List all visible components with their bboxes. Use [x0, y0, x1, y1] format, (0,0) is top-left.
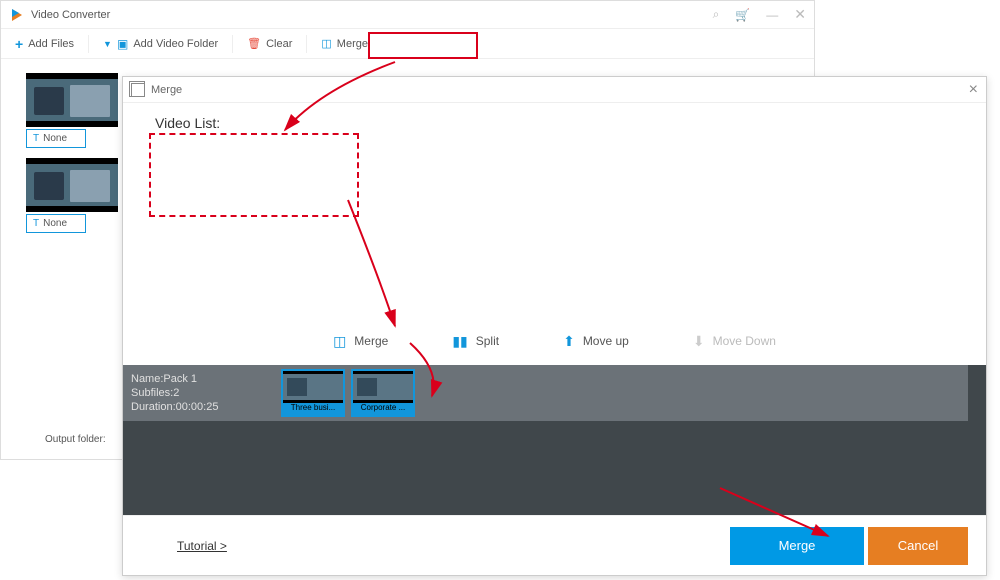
pack-thumb-2[interactable]: Corporate ...: [351, 369, 415, 417]
folder-icon: ▣: [117, 37, 128, 51]
merge-bottom-bar: Tutorial > Merge Cancel: [123, 515, 986, 575]
pack-thumb-image: [283, 371, 343, 403]
window-controls: ⌕ 🛒 — ✕: [713, 6, 806, 23]
main-titlebar: Video Converter ⌕ 🛒 — ✕: [1, 1, 814, 29]
action-merge[interactable]: ◫ Merge: [333, 333, 388, 350]
action-split-label: Split: [476, 334, 499, 348]
app-logo-icon: [9, 7, 25, 23]
split-action-icon: ▮▮: [452, 333, 467, 350]
merge-action-icon: ◫: [333, 333, 346, 350]
tutorial-link[interactable]: Tutorial >: [177, 539, 227, 553]
add-files-label: Add Files: [28, 38, 74, 50]
merge-titlebar: Merge ×: [123, 77, 986, 103]
app-title: Video Converter: [31, 9, 713, 21]
movedown-icon: ⬇: [693, 333, 705, 350]
video-thumb-2[interactable]: T None: [26, 158, 118, 233]
merge-close-icon[interactable]: ×: [969, 81, 978, 99]
clear-button[interactable]: 🗑 Clear: [233, 29, 306, 58]
pack-row[interactable]: Name:Pack 1 Subfiles:2 Duration:00:00:25…: [123, 365, 968, 421]
merge-action-row: ◫ Merge ▮▮ Split ⬆ Move up ⬇ Move Down: [123, 325, 986, 357]
pack-thumbs: Three busi... Corporate ...: [281, 369, 415, 417]
annotation-drop-zone: [149, 133, 359, 217]
trash-icon: 🗑: [247, 37, 261, 50]
pack-thumb-image: [353, 371, 413, 403]
pack-info: Name:Pack 1 Subfiles:2 Duration:00:00:25: [131, 372, 281, 414]
thumb-none-label: None: [43, 133, 67, 144]
thumb-subtitle-button[interactable]: T None: [26, 129, 86, 148]
thumb-subtitle-button[interactable]: T None: [26, 214, 86, 233]
add-folder-label: Add Video Folder: [133, 38, 218, 50]
cancel-button[interactable]: Cancel: [868, 527, 968, 565]
moveup-icon: ⬆: [563, 333, 575, 350]
merge-toolbar-button[interactable]: ◫ Merge: [307, 29, 382, 58]
plus-icon: +: [15, 36, 23, 52]
add-folder-button[interactable]: ▼ ▣ Add Video Folder: [89, 29, 232, 58]
close-icon[interactable]: ✕: [794, 6, 806, 23]
merge-title: Merge: [151, 84, 969, 96]
action-moveup[interactable]: ⬆ Move up: [563, 333, 629, 350]
minimize-icon[interactable]: —: [766, 8, 778, 22]
text-icon: T: [33, 218, 39, 229]
merge-dialog: Merge × Video List: ◫ Merge ▮▮ Split ⬆ M…: [122, 76, 987, 576]
cart-icon[interactable]: 🛒: [735, 8, 750, 22]
action-movedown-label: Move Down: [713, 334, 776, 348]
merge-toolbar-label: Merge: [337, 38, 368, 50]
video-thumb-1[interactable]: T None: [26, 73, 118, 148]
merge-confirm-button[interactable]: Merge: [730, 527, 864, 565]
search-icon[interactable]: ⌕: [713, 7, 720, 22]
pack-subfiles: Subfiles:2: [131, 386, 281, 400]
pack-strip: Name:Pack 1 Subfiles:2 Duration:00:00:25…: [123, 365, 986, 517]
pack-name: Name:Pack 1: [131, 372, 281, 386]
action-moveup-label: Move up: [583, 334, 629, 348]
text-icon: T: [33, 133, 39, 144]
action-merge-label: Merge: [354, 334, 388, 348]
pack-duration: Duration:00:00:25: [131, 400, 281, 414]
action-split[interactable]: ▮▮ Split: [452, 333, 499, 350]
video-list-label: Video List:: [155, 115, 220, 131]
action-movedown: ⬇ Move Down: [693, 333, 776, 350]
add-files-button[interactable]: + Add Files: [1, 29, 88, 58]
thumbnail-image: [26, 73, 118, 127]
video-thumbnails-panel: T None T None: [26, 73, 118, 243]
pack-thumb-1-label: Three busi...: [283, 403, 343, 415]
pack-thumb-2-label: Corporate ...: [353, 403, 413, 415]
thumbnail-image: [26, 158, 118, 212]
chevron-down-icon: ▼: [103, 39, 112, 49]
main-toolbar: + Add Files ▼ ▣ Add Video Folder 🗑 Clear…: [1, 29, 814, 59]
merge-icon: ◫: [321, 37, 331, 50]
pack-thumb-1[interactable]: Three busi...: [281, 369, 345, 417]
clear-label: Clear: [266, 38, 292, 50]
output-folder-label: Output folder:: [45, 434, 106, 445]
merge-window-icon: [131, 83, 145, 97]
thumb-none-label: None: [43, 218, 67, 229]
